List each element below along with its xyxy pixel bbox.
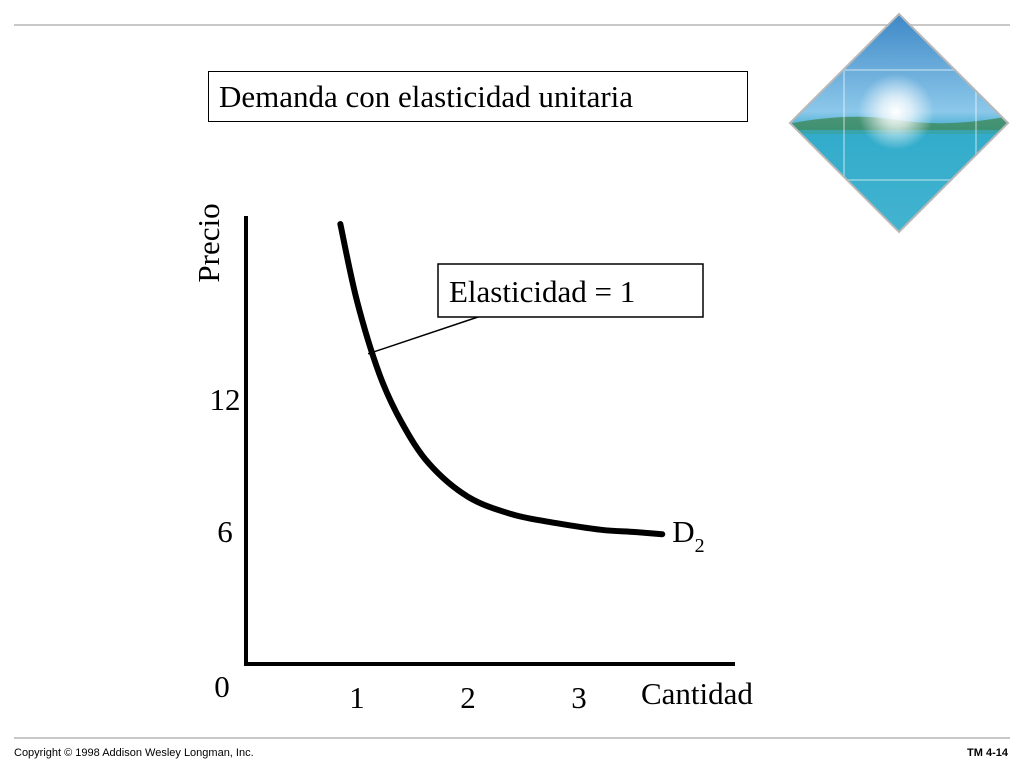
slide-number: TM 4-14 — [967, 747, 1008, 759]
y-tick-label: 6 — [217, 514, 233, 549]
series-label-main: D — [672, 514, 694, 549]
origin-label: 0 — [214, 669, 230, 704]
series-label-subscript: 2 — [695, 535, 705, 557]
annotation-leader-line — [367, 316, 479, 355]
annotation-box — [437, 263, 704, 318]
y-tick-label: 12 — [210, 382, 241, 417]
series-label-d2: D2 — [672, 514, 704, 557]
demand-curve-d2 — [337, 221, 666, 538]
x-tick-label: 3 — [571, 680, 587, 715]
bottom-divider — [14, 737, 1010, 739]
y-axis-title: Precio — [191, 203, 226, 282]
island-photo-diamond-icon — [788, 12, 1010, 234]
copyright-notice: Copyright © 1998 Addison Wesley Longman,… — [14, 747, 254, 759]
top-divider — [14, 24, 1010, 26]
x-axis-title: Cantidad — [641, 676, 753, 711]
annotation-text: Elasticidad = 1 — [449, 274, 635, 309]
slide-title: Demanda con elasticidad unitaria — [208, 71, 748, 122]
x-tick-label: 1 — [349, 680, 365, 715]
x-tick-label: 2 — [460, 680, 476, 715]
